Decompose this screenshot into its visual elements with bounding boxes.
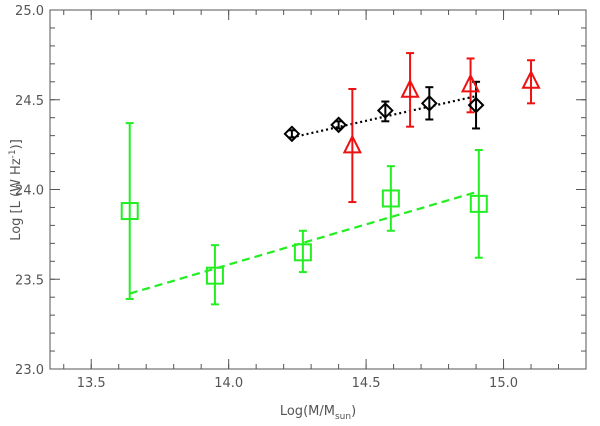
diamond-marker — [467, 96, 485, 114]
diamond-marker — [330, 116, 348, 134]
y-tick-label: 24.5 — [15, 94, 44, 109]
square-marker — [469, 194, 488, 213]
fit-line-square — [129, 190, 480, 295]
x-tick-label: 15.0 — [489, 376, 518, 391]
x-tick-label: 13.5 — [77, 376, 106, 391]
major-ticks — [50, 9, 586, 370]
fit-lines — [129, 95, 480, 295]
y-axis-label: Log [L (W Hz-1)] — [8, 139, 24, 241]
fit-line-diamond — [291, 95, 477, 139]
diamond-marker — [420, 94, 438, 112]
y-tick-label: 25.0 — [15, 4, 44, 19]
x-tick-label: 14.0 — [214, 376, 243, 391]
x-tick-labels: 13.5 14.0 14.5 15.0 — [77, 376, 518, 391]
triangle-marker — [460, 73, 481, 93]
triangle-marker — [521, 69, 541, 89]
y-tick-labels: 23.0 23.5 24.0 24.5 25.0 — [15, 4, 44, 378]
square-marker — [120, 202, 139, 221]
diamond-marker — [283, 125, 301, 143]
y-tick-label: 23.0 — [15, 363, 44, 378]
error-bars — [125, 52, 536, 306]
markers — [120, 69, 541, 285]
y-tick-label: 23.5 — [15, 273, 44, 288]
square-marker — [205, 266, 224, 285]
triangle-marker — [342, 134, 362, 154]
triangle-marker — [400, 78, 420, 98]
square-marker — [293, 243, 312, 262]
x-axis-label: Log(M/Msun) — [280, 404, 356, 422]
y-tick-label: 24.0 — [15, 184, 44, 199]
square-marker — [381, 189, 400, 208]
x-tick-label: 14.5 — [352, 376, 381, 391]
diamond-marker — [376, 102, 394, 119]
